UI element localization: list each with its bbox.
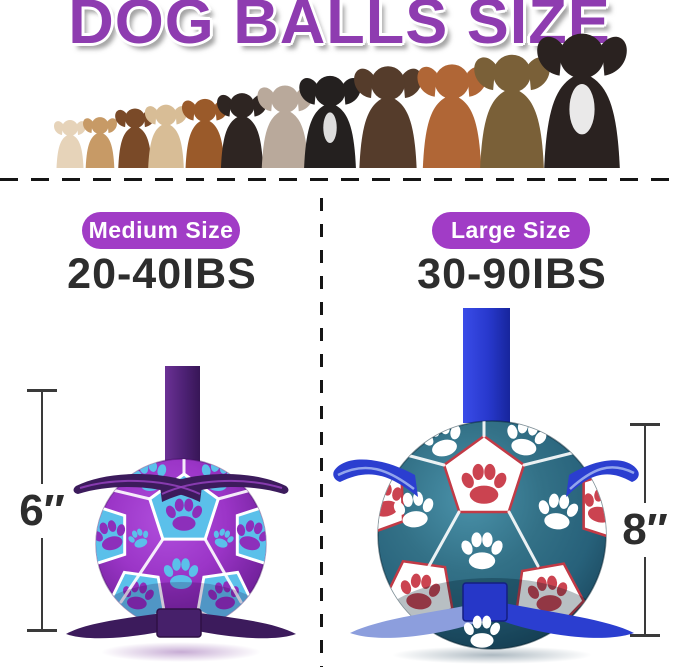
large-ball-image (333, 308, 639, 664)
dog-image-french-bulldog (144, 104, 188, 168)
medium-ball-shadow (101, 642, 261, 662)
large-ball-height-measure: 8″ (613, 423, 677, 637)
medium-ball-image (66, 366, 296, 662)
large-ball-bottom-strap-tab (462, 582, 508, 622)
medium-size-badge: Medium Size (82, 212, 240, 249)
horizontal-dashed-divider (0, 178, 679, 181)
dog-image-bernese-mountain-dog (537, 33, 627, 168)
measure-bottom-tick (27, 629, 57, 632)
measure-top-tick (630, 423, 660, 426)
dog-image-vizsla (417, 64, 487, 168)
large-ball-top-strap (463, 308, 510, 423)
medium-ball-height-label: 6″ (19, 485, 65, 535)
dog-image-miniature-pinscher (217, 93, 267, 168)
medium-ball-sphere (95, 458, 267, 630)
dog-lineup-image (54, 33, 627, 168)
large-ball-seams (386, 421, 582, 568)
measure-line (644, 426, 646, 503)
dog-image-border-collie (299, 75, 361, 168)
dog-image-german-shepherd (474, 54, 550, 168)
medium-size-badge-label: Medium Size (88, 217, 234, 243)
medium-weight-range: 20-40IBS (67, 250, 257, 298)
measure-line (41, 392, 43, 484)
dog-image-chihuahua (54, 120, 86, 168)
large-size-badge-label: Large Size (450, 217, 572, 243)
measure-line (41, 537, 43, 629)
large-ball-side-loops (333, 459, 639, 638)
large-weight-range: 30-90IBS (417, 250, 607, 298)
large-size-badge: Large Size (432, 212, 590, 249)
medium-ball-side-loops (66, 474, 296, 639)
page-title: DOG BALLS SIZE (68, 0, 611, 57)
measure-top-tick (27, 389, 57, 392)
medium-ball-height-measure: 6″ (10, 389, 74, 632)
medium-ball-top-strap (165, 366, 200, 462)
large-ball-height-label: 8″ (622, 505, 668, 554)
measure-bottom-tick (630, 634, 660, 637)
dog-image-pug (83, 117, 117, 168)
large-ball-shadow (392, 646, 592, 664)
vertical-dashed-divider (320, 198, 323, 667)
dog-image-labrador (354, 66, 422, 168)
measure-line (644, 557, 646, 634)
medium-ball-bottom-strap-tab (156, 608, 202, 638)
